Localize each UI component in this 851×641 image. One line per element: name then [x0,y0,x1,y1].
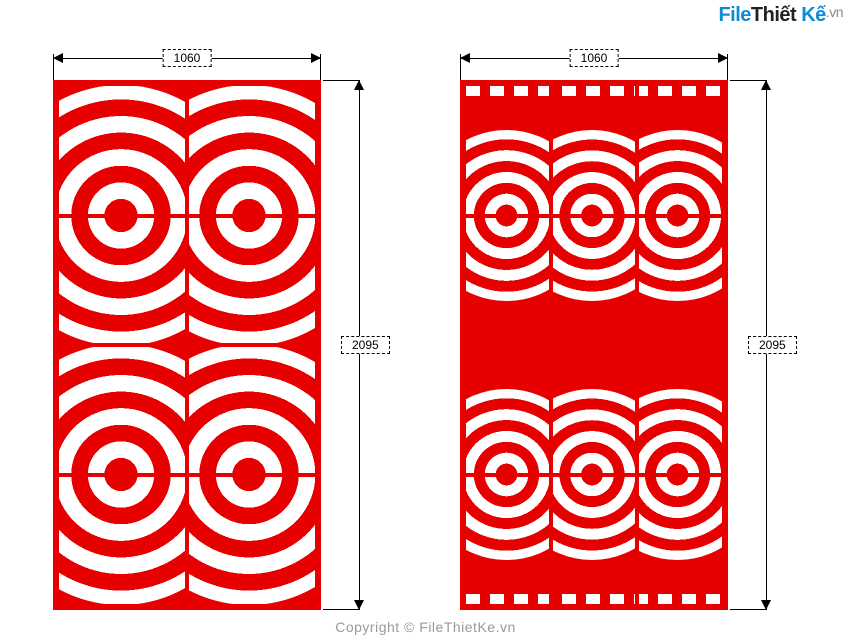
dim-left-height: 2095 [345,80,375,610]
logo-word-thiet: Thiết [751,4,801,26]
panel-left [53,80,321,610]
pattern-tile [466,475,551,605]
pattern-tile [187,475,315,605]
arrow-up-icon [761,80,771,90]
pattern-tile [187,216,315,346]
dim-right-height: 2095 [752,80,782,610]
pattern-tile [466,86,551,216]
drawing-canvas: FileThiết Kế.vn 1060 2095 [0,0,851,641]
pattern-tile [59,345,187,475]
pattern-tile [637,475,722,605]
dim-label: 2095 [748,336,797,354]
site-logo: FileThiết Kế.vn [718,4,843,27]
dim-right-width: 1060 [460,44,728,74]
pattern-tile [187,86,315,216]
panel-right [460,80,728,610]
panel-right-group: 1060 2095 [460,80,728,610]
arrow-right-icon [311,53,321,63]
pattern-tile [466,216,551,346]
pattern-tile [637,86,722,216]
pattern-tile [59,216,187,346]
pattern-tile [59,475,187,605]
pattern-tile [59,86,187,216]
dim-label: 1060 [570,49,619,67]
pattern-tile [551,345,636,475]
copyright-text: Copyright © FileThietKe.vn [0,619,851,635]
arrow-right-icon [718,53,728,63]
arrow-down-icon [761,600,771,610]
dim-label: 1060 [163,49,212,67]
panel-left-group: 1060 2095 [53,80,321,610]
logo-word-file: File [718,4,750,26]
pattern-tile [551,216,636,346]
dim-label: 2095 [341,336,390,354]
pattern-tile [466,345,551,475]
pattern-tile [551,86,636,216]
pattern-tile [551,475,636,605]
dim-left-width: 1060 [53,44,321,74]
arrow-down-icon [354,600,364,610]
logo-word-vn: .vn [826,4,843,20]
arrow-left-icon [53,53,63,63]
pattern-tile [187,345,315,475]
logo-word-ke: Kế [801,4,826,26]
arrow-up-icon [354,80,364,90]
arrow-left-icon [460,53,470,63]
pattern-tile [637,345,722,475]
pattern-tile [637,216,722,346]
